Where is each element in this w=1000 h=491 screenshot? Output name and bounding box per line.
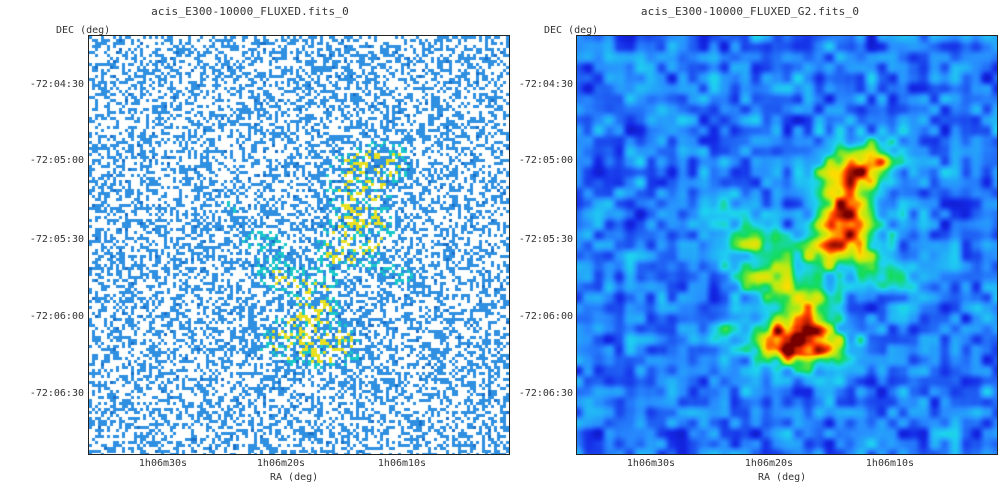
y-tick-label: -72:05:30 — [29, 234, 84, 245]
x-tick-label: 1h06m20s — [256, 458, 306, 469]
smoothed-image[interactable] — [577, 36, 997, 454]
image-frame-raw[interactable] — [88, 35, 510, 455]
y-tick-label: -72:06:30 — [29, 388, 84, 399]
image-frame-smoothed[interactable] — [576, 35, 998, 455]
y-tick-label: -72:05:00 — [29, 155, 84, 166]
x-axis-label: RA (deg) — [270, 472, 319, 483]
panel-title: acis_E300-10000_FLUXED.fits_0 — [151, 5, 349, 18]
x-axis-label: RA (deg) — [758, 472, 807, 483]
y-tick-label: -72:06:00 — [29, 311, 84, 322]
x-tick-label: 1h06m10s — [865, 458, 915, 469]
y-tick-label: -72:04:30 — [518, 79, 573, 90]
x-tick-label: 1h06m30s — [138, 458, 188, 469]
x-tick-label: 1h06m10s — [377, 458, 427, 469]
y-tick-label: -72:06:00 — [518, 311, 573, 322]
y-tick-label: -72:06:30 — [518, 388, 573, 399]
right-image-panel: acis_E300-10000_FLUXED_G2.fits_0 DEC (de… — [500, 0, 1000, 491]
y-tick-label: -72:04:30 — [29, 79, 84, 90]
y-axis-label: DEC (deg) — [544, 25, 599, 36]
y-tick-label: -72:05:00 — [518, 155, 573, 166]
y-tick-label: -72:05:30 — [518, 234, 573, 245]
x-tick-label: 1h06m30s — [626, 458, 676, 469]
panel-title: acis_E300-10000_FLUXED_G2.fits_0 — [640, 5, 860, 18]
x-tick-label: 1h06m20s — [744, 458, 794, 469]
y-axis-label: DEC (deg) — [56, 25, 111, 36]
left-image-panel: acis_E300-10000_FLUXED.fits_0 DEC (deg) … — [29, 5, 510, 483]
raw-counts-image[interactable] — [89, 36, 509, 454]
